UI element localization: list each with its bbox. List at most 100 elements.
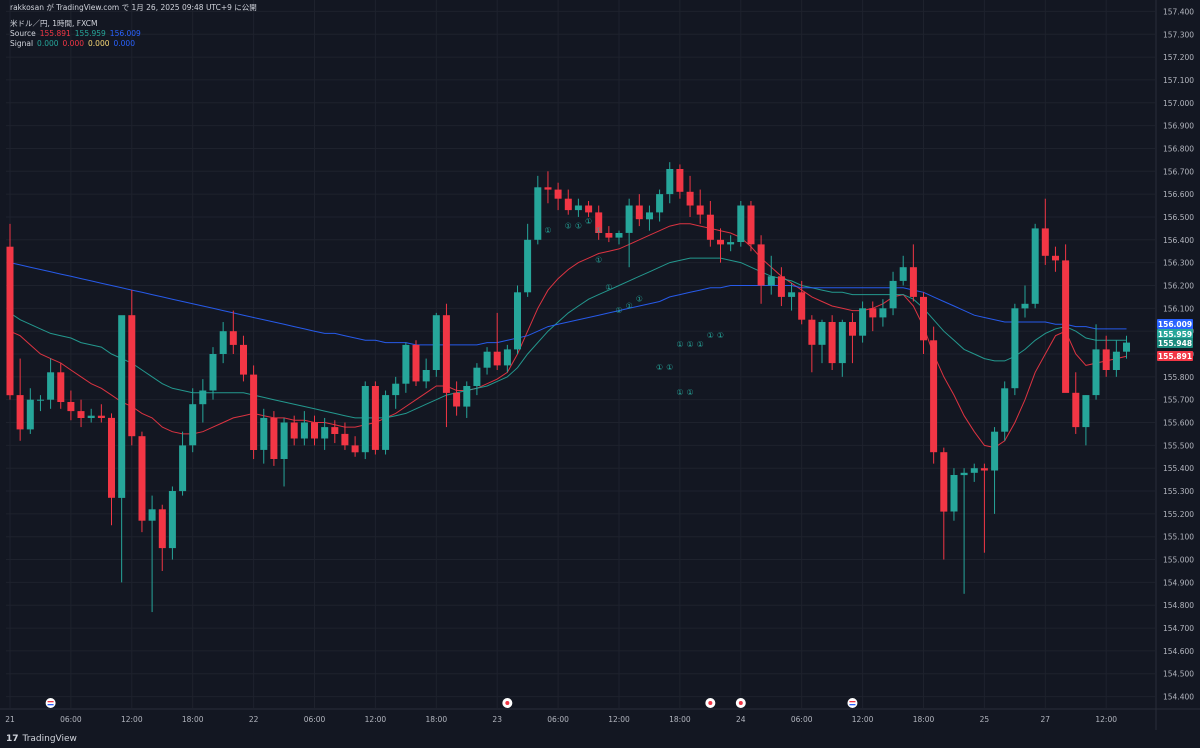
candle-body <box>260 417 268 450</box>
price-tick-label: 155.700 <box>1163 396 1194 405</box>
price-tick-label: 155.500 <box>1163 441 1194 450</box>
price-tick-label: 154.700 <box>1163 624 1194 633</box>
signal-marker: ① <box>575 221 582 230</box>
time-tick-label: 12:00 <box>608 715 630 724</box>
candles <box>6 162 1130 613</box>
candle-body <box>595 212 603 233</box>
candle-body <box>1082 395 1090 428</box>
us-flag-event-icon <box>847 698 858 708</box>
price-tick-label: 154.600 <box>1163 647 1194 656</box>
candle-body <box>1123 342 1130 352</box>
candle-body <box>849 322 856 336</box>
candle-body <box>503 349 511 366</box>
time-tick-label: 21 <box>5 715 15 724</box>
tradingview-logo-icon: 17 <box>6 734 19 744</box>
signal-marker: ① <box>534 226 541 235</box>
candle-body <box>1031 228 1039 304</box>
candle-body <box>1052 255 1059 261</box>
signal-marker: ① <box>565 221 572 230</box>
time-tick-label: 25 <box>980 715 990 724</box>
price-tick-label: 155.800 <box>1163 373 1194 382</box>
price-tick-label: 157.000 <box>1163 99 1194 108</box>
jp-flag-event-icon <box>735 698 746 708</box>
candle-body <box>158 509 166 549</box>
candle-body <box>808 319 816 345</box>
price-tick-label: 156.900 <box>1163 122 1194 131</box>
candle-body <box>432 315 440 370</box>
candle-body <box>534 187 542 240</box>
signal-legend: Signal 0.000 0.000 0.000 0.000 <box>10 39 135 48</box>
candle-body <box>189 404 197 446</box>
candle-body <box>777 276 785 297</box>
moving-average-line-2 <box>9 257 1127 419</box>
candle-body <box>168 491 176 549</box>
candle-body <box>635 205 643 220</box>
candle-body <box>889 280 897 309</box>
price-tick-label: 155.000 <box>1163 556 1194 565</box>
candle-body <box>16 395 24 430</box>
price-tick-label: 154.800 <box>1163 601 1194 610</box>
candle-body <box>514 292 521 350</box>
price-tick-label: 156.200 <box>1163 281 1194 290</box>
time-tick-label: 18:00 <box>913 715 935 724</box>
candle-body <box>97 415 105 418</box>
candle-body <box>361 386 369 453</box>
candle-body <box>148 509 156 521</box>
chart-background <box>0 0 1200 730</box>
candle-body <box>280 422 288 459</box>
candle-body <box>108 417 115 498</box>
candle-body <box>950 475 958 512</box>
signal-marker: ① <box>626 301 633 310</box>
event-circle <box>847 698 858 708</box>
candle-body <box>686 191 694 206</box>
price-tick-label: 154.400 <box>1163 693 1194 702</box>
candle-body <box>1001 388 1009 432</box>
price-tick-label: 156.100 <box>1163 304 1194 313</box>
candle-body <box>838 322 846 364</box>
time-tick-label: 06:00 <box>60 715 82 724</box>
signal-marker: ① <box>595 226 602 235</box>
candle-body <box>37 399 44 401</box>
candle-body <box>920 296 927 341</box>
candle-body <box>828 322 836 364</box>
candle-body <box>311 422 318 439</box>
candle-body <box>737 205 745 242</box>
time-tick-label: 18:00 <box>425 715 447 724</box>
price-tick-label: 156.800 <box>1163 144 1194 153</box>
time-axis[interactable]: 21 06:00 12:00 18:00 22 06:00 12:00 18:00 23 06:0… <box>5 715 1117 724</box>
candle-body <box>1102 349 1110 370</box>
candle-body <box>656 194 664 213</box>
event-dot <box>738 701 743 705</box>
candle-body <box>706 214 714 240</box>
time-tick-label: 12:00 <box>365 715 387 724</box>
event-stripe <box>47 704 54 706</box>
price-tick-label: 155.300 <box>1163 487 1194 496</box>
candle-body <box>1021 303 1029 309</box>
candle-body <box>1011 308 1019 389</box>
time-tick-label: 12:00 <box>1095 715 1117 724</box>
price-tick-label: 157.400 <box>1163 7 1194 16</box>
candle-body <box>818 322 826 345</box>
candle-body <box>544 187 552 190</box>
candle-body <box>382 395 390 450</box>
price-label-text: 155.959 <box>1158 330 1192 339</box>
candle-body <box>412 344 420 382</box>
candle-body <box>1041 228 1049 256</box>
price-tick-label: 155.200 <box>1163 510 1194 519</box>
price-tick-label: 155.400 <box>1163 464 1194 473</box>
signal-marker: ① <box>595 256 602 265</box>
candle-body <box>219 331 227 354</box>
candle-body <box>26 399 34 430</box>
candle-body <box>1072 392 1080 428</box>
price-label-text: 156.009 <box>1158 320 1192 329</box>
event-markers <box>45 698 858 708</box>
price-axis[interactable]: 157.400 157.300 157.200 157.100 157.000 156.9… <box>1163 7 1194 701</box>
time-tick-label: 24 <box>736 715 746 724</box>
candle-body <box>676 169 684 192</box>
signal-marker: ① <box>636 294 643 303</box>
candle-body <box>1112 351 1120 370</box>
candle-body <box>798 292 806 320</box>
signal-marker: ① <box>697 340 704 349</box>
